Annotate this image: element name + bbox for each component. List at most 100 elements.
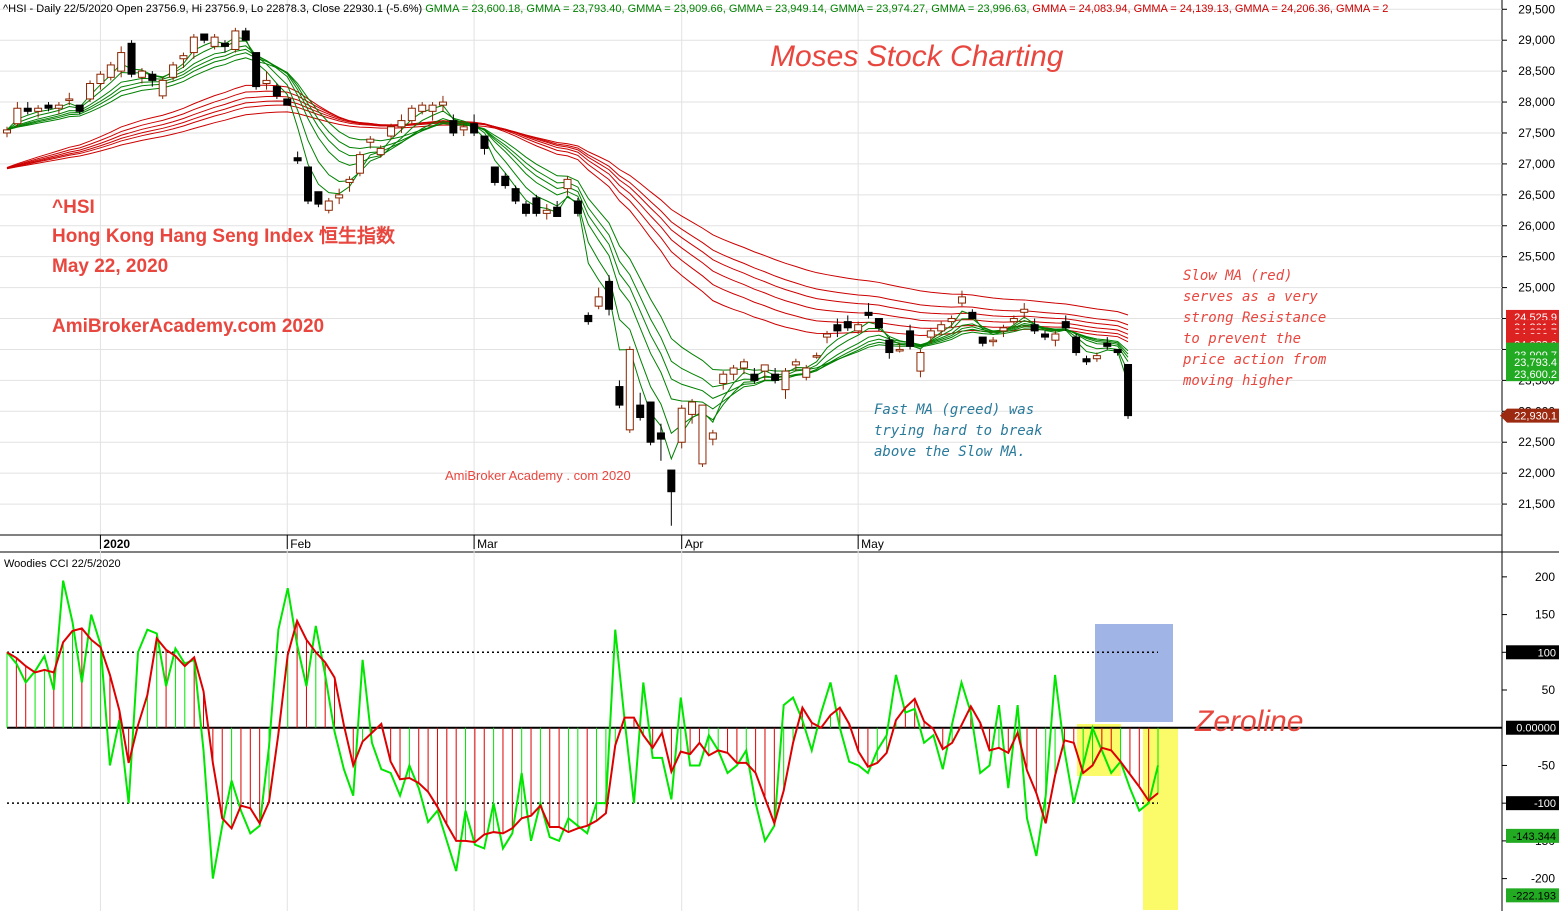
month-label: Apr bbox=[685, 537, 704, 551]
candle-layer bbox=[3, 27, 1133, 526]
candle-body bbox=[428, 104, 437, 112]
zeroline-label: Zeroline bbox=[1194, 705, 1303, 738]
candle-body bbox=[947, 318, 956, 323]
candle-body bbox=[117, 52, 126, 72]
candle-body bbox=[605, 280, 614, 310]
gmma-fast-tag-text: 23,600.2 bbox=[1514, 369, 1557, 381]
candle-body bbox=[376, 147, 385, 156]
cci-tick-label: 200 bbox=[1535, 570, 1555, 584]
cci-tick-label: -200 bbox=[1531, 872, 1555, 886]
candle-body bbox=[999, 327, 1008, 332]
candle-body bbox=[241, 30, 250, 41]
cci-tag-minus100 bbox=[1506, 796, 1559, 811]
candle-body bbox=[719, 373, 728, 384]
cci-tag-slow bbox=[1506, 888, 1559, 903]
candle-body bbox=[106, 64, 115, 78]
month-label: Mar bbox=[477, 537, 498, 551]
candle-body bbox=[563, 178, 572, 190]
header-gmma-0: GMMA = 23,600.18, bbox=[422, 3, 523, 15]
header-gmma-3: GMMA = 23,949.14, bbox=[726, 3, 827, 15]
index-name-label: Hong Kong Hang Seng Index 恒生指数 bbox=[52, 224, 396, 247]
price-tick-label: 25,000 bbox=[1518, 281, 1555, 295]
candle-body bbox=[968, 311, 977, 320]
candle-body bbox=[656, 432, 665, 440]
slow-ma-note: Slow MA (red) serves as a very strong Resi… bbox=[1182, 268, 1327, 389]
candle-body bbox=[231, 30, 240, 50]
candle-body bbox=[355, 154, 364, 174]
candle-body bbox=[739, 361, 748, 369]
candle-body bbox=[200, 33, 209, 41]
candle-body bbox=[1061, 321, 1070, 329]
gmma-slow-60 bbox=[6, 111, 1129, 316]
highlight-yellow-box-1 bbox=[1077, 724, 1121, 776]
candle-body bbox=[906, 330, 915, 347]
price-tick-label: 29,500 bbox=[1518, 2, 1555, 16]
candle-body bbox=[698, 404, 707, 465]
cci-title: Woodies CCI 22/5/2020 bbox=[4, 558, 121, 570]
candle-body bbox=[667, 469, 676, 493]
cci-tag-zero-text: 0.00000 bbox=[1516, 723, 1556, 735]
ticker-label: ^HSI bbox=[52, 197, 95, 218]
month-label: 2020 bbox=[103, 537, 130, 551]
candle-body bbox=[688, 401, 697, 415]
candle-body bbox=[169, 64, 178, 78]
close-tag bbox=[1500, 408, 1559, 423]
price-tick-label: 27,500 bbox=[1518, 126, 1555, 140]
cci-tick-label: 150 bbox=[1535, 608, 1555, 622]
candle-body bbox=[210, 36, 219, 47]
candle-body bbox=[179, 55, 188, 60]
candle-body bbox=[86, 82, 95, 100]
candle-body bbox=[335, 194, 344, 199]
candle-body bbox=[397, 120, 406, 128]
candle-body bbox=[750, 373, 759, 381]
price-tick-label: 27,000 bbox=[1518, 157, 1555, 171]
candle-body bbox=[833, 324, 842, 332]
candle-body bbox=[1103, 342, 1112, 347]
gmma-slow-30 bbox=[6, 84, 1129, 343]
candle-body bbox=[989, 339, 998, 343]
candle-body bbox=[459, 126, 468, 131]
candle-body bbox=[895, 348, 904, 352]
candle-body bbox=[137, 70, 146, 78]
candle-body bbox=[542, 209, 551, 214]
highlight-blue-box bbox=[1095, 624, 1173, 722]
candle-body bbox=[314, 191, 323, 205]
gmma-slow-45 bbox=[6, 100, 1129, 331]
header-gmma-5: GMMA = 23,996.63, bbox=[928, 3, 1029, 15]
candle-body bbox=[812, 355, 821, 358]
candle-body bbox=[594, 296, 603, 307]
candle-body bbox=[34, 107, 43, 112]
candle-body bbox=[978, 336, 987, 344]
candle-body bbox=[1041, 333, 1049, 338]
candle-body bbox=[957, 296, 966, 304]
slow-note-line: to prevent the bbox=[1183, 331, 1301, 347]
candle-body bbox=[916, 352, 925, 372]
site-label: AmiBrokerAcademy.com 2020 bbox=[52, 316, 324, 337]
header-gmma-2: GMMA = 23,909.66, bbox=[625, 3, 726, 15]
brand-title: Moses Stock Charting bbox=[770, 40, 1064, 73]
candle-body bbox=[3, 129, 11, 134]
cci-tag-fast bbox=[1506, 828, 1559, 843]
candle-body bbox=[1020, 308, 1029, 313]
close-tag-text: 22,930.1 bbox=[1514, 411, 1557, 423]
candle-body bbox=[13, 107, 22, 125]
candle-body bbox=[625, 348, 634, 431]
candle-body bbox=[854, 324, 863, 332]
candle-body bbox=[262, 79, 271, 84]
candle-body bbox=[272, 86, 281, 97]
cci-tag-slow-text: -222.193 bbox=[1513, 890, 1556, 902]
candle-body bbox=[252, 52, 261, 88]
candle-body bbox=[791, 361, 800, 366]
price-tick-label: 26,500 bbox=[1518, 188, 1555, 202]
price-tick-label: 21,500 bbox=[1518, 497, 1555, 511]
header-gmma-7: GMMA = 24,139.13, bbox=[1131, 3, 1232, 15]
gmma-fast-tag bbox=[1506, 355, 1559, 370]
header-gmma-4: GMMA = 23,974.27, bbox=[827, 3, 928, 15]
date-label: May 22, 2020 bbox=[52, 256, 168, 277]
candle-body bbox=[158, 79, 167, 97]
tags-layer: 24,525.924,361.824,281.724,206.424,139.1… bbox=[1500, 309, 1559, 903]
candle-body bbox=[127, 42, 136, 75]
price-tick-label: 25,500 bbox=[1518, 250, 1555, 264]
gmma-slow-40 bbox=[6, 95, 1129, 335]
candle-body bbox=[438, 101, 447, 106]
